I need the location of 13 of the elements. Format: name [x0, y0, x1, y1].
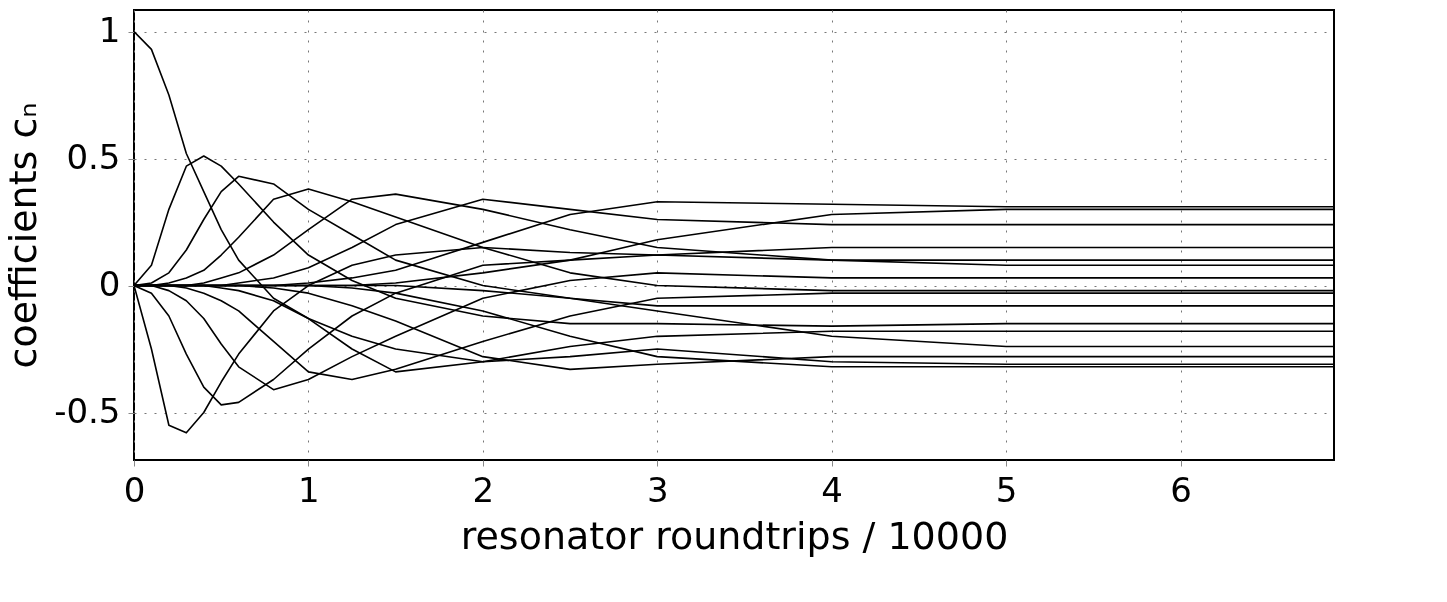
y-tick-label: -0.5: [54, 391, 121, 432]
x-tick-label: 4: [821, 469, 843, 510]
x-tick-label: 1: [298, 469, 320, 510]
y-tick-label: 1: [98, 10, 121, 51]
x-tick-label: 5: [995, 469, 1018, 510]
y-tick-label: 0.5: [66, 137, 121, 178]
x-axis-title: resonator roundtrips / 10000: [460, 513, 1009, 558]
y-axis-title: coefficients cₙ: [1, 102, 46, 369]
x-tick-label: 2: [472, 469, 495, 510]
x-tick-label: 6: [1170, 469, 1192, 510]
y-tick-label: 0: [98, 264, 121, 305]
x-tick-label: 0: [123, 469, 146, 510]
x-tick-label: 3: [646, 469, 669, 510]
